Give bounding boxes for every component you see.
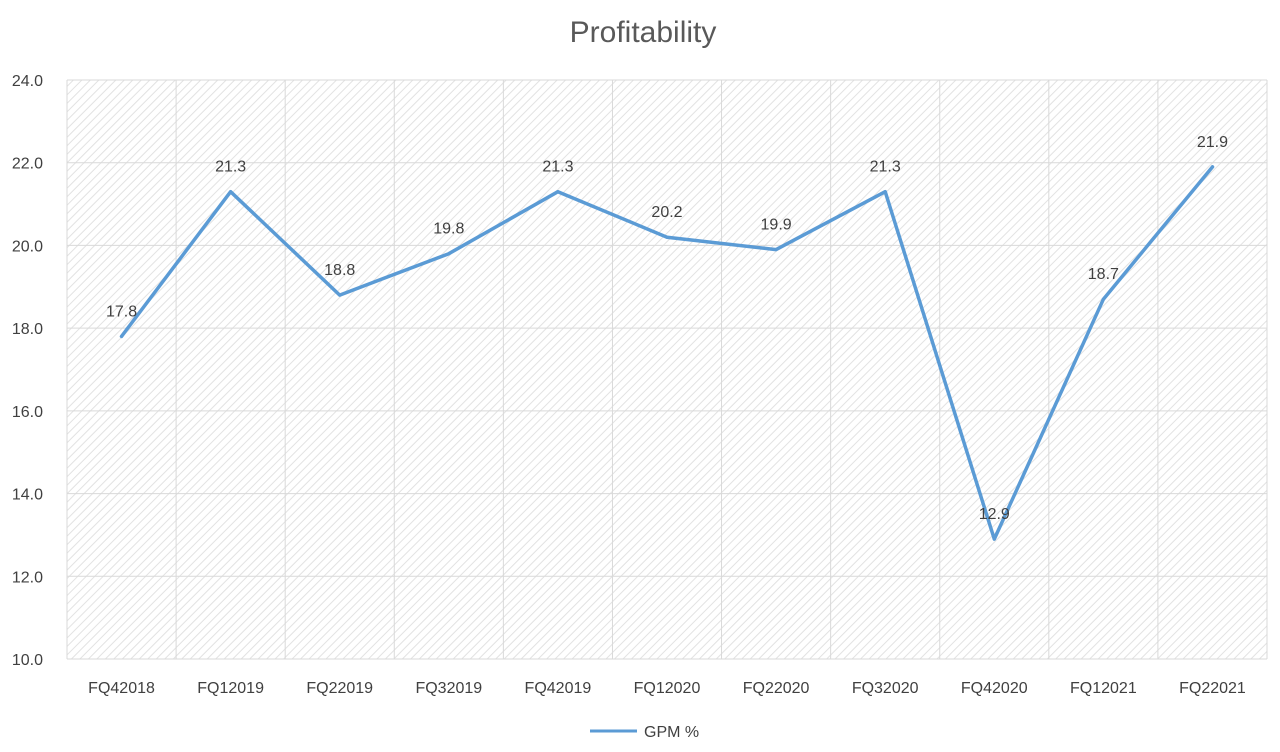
data-label: 12.9: [979, 506, 1010, 523]
y-tick-label: 24.0: [12, 73, 43, 90]
x-axis: FQ42018 FQ12019 FQ22019 FQ32019 FQ42019 FQ120…: [88, 680, 1246, 697]
data-label: 21.3: [215, 159, 246, 176]
plot-area: [67, 80, 1267, 659]
data-point: [774, 248, 778, 252]
x-tick-label: FQ22020: [743, 680, 810, 697]
data-label: 21.9: [1197, 134, 1228, 151]
data-point: [1101, 297, 1105, 301]
data-point: [338, 293, 342, 297]
legend: GPM %: [590, 724, 699, 741]
data-point: [992, 537, 996, 541]
data-label: 18.8: [324, 262, 355, 279]
x-tick-label: FQ12020: [634, 680, 701, 697]
y-tick-label: 16.0: [12, 404, 43, 421]
horizontal-gridlines: [67, 79, 1267, 660]
data-label: 19.8: [433, 221, 464, 238]
data-point: [556, 190, 560, 194]
x-tick-label: FQ12019: [197, 680, 264, 697]
data-label: 18.7: [1088, 266, 1119, 283]
y-tick-label: 14.0: [12, 487, 43, 504]
x-tick-label: FQ42019: [525, 680, 592, 697]
data-label: 17.8: [106, 303, 137, 320]
data-point: [883, 190, 887, 194]
y-tick-label: 12.0: [12, 569, 43, 586]
legend-entry-gpm: GPM %: [644, 724, 699, 741]
x-tick-label: FQ42020: [961, 680, 1028, 697]
data-label: 20.2: [651, 204, 682, 221]
data-point: [1210, 165, 1214, 169]
y-tick-label: 18.0: [12, 321, 43, 338]
x-tick-label: FQ12021: [1070, 680, 1137, 697]
data-label: 21.3: [870, 159, 901, 176]
series-gpm: [119, 165, 1215, 541]
y-tick-label: 10.0: [12, 652, 43, 669]
x-tick-label: FQ42018: [88, 680, 155, 697]
data-label: 19.9: [761, 217, 792, 234]
y-tick-label: 22.0: [12, 156, 43, 173]
data-label: 21.3: [542, 159, 573, 176]
data-labels: 17.8 21.3 18.8 19.8 21.3 20.2 19.9 21.3 12.9 18.7…: [106, 134, 1228, 523]
y-axis: 10.0 12.0 14.0 16.0 18.0 20.0 22.0 24.0: [12, 73, 43, 669]
data-point: [120, 334, 124, 338]
x-tick-label: FQ22021: [1179, 680, 1246, 697]
x-tick-label: FQ22019: [306, 680, 373, 697]
data-point: [229, 190, 233, 194]
chart-title: Profitability: [570, 16, 717, 49]
data-point: [665, 235, 669, 239]
x-tick-label: FQ32019: [415, 680, 482, 697]
data-point: [447, 252, 451, 256]
y-tick-label: 20.0: [12, 238, 43, 255]
x-tick-label: FQ32020: [852, 680, 919, 697]
